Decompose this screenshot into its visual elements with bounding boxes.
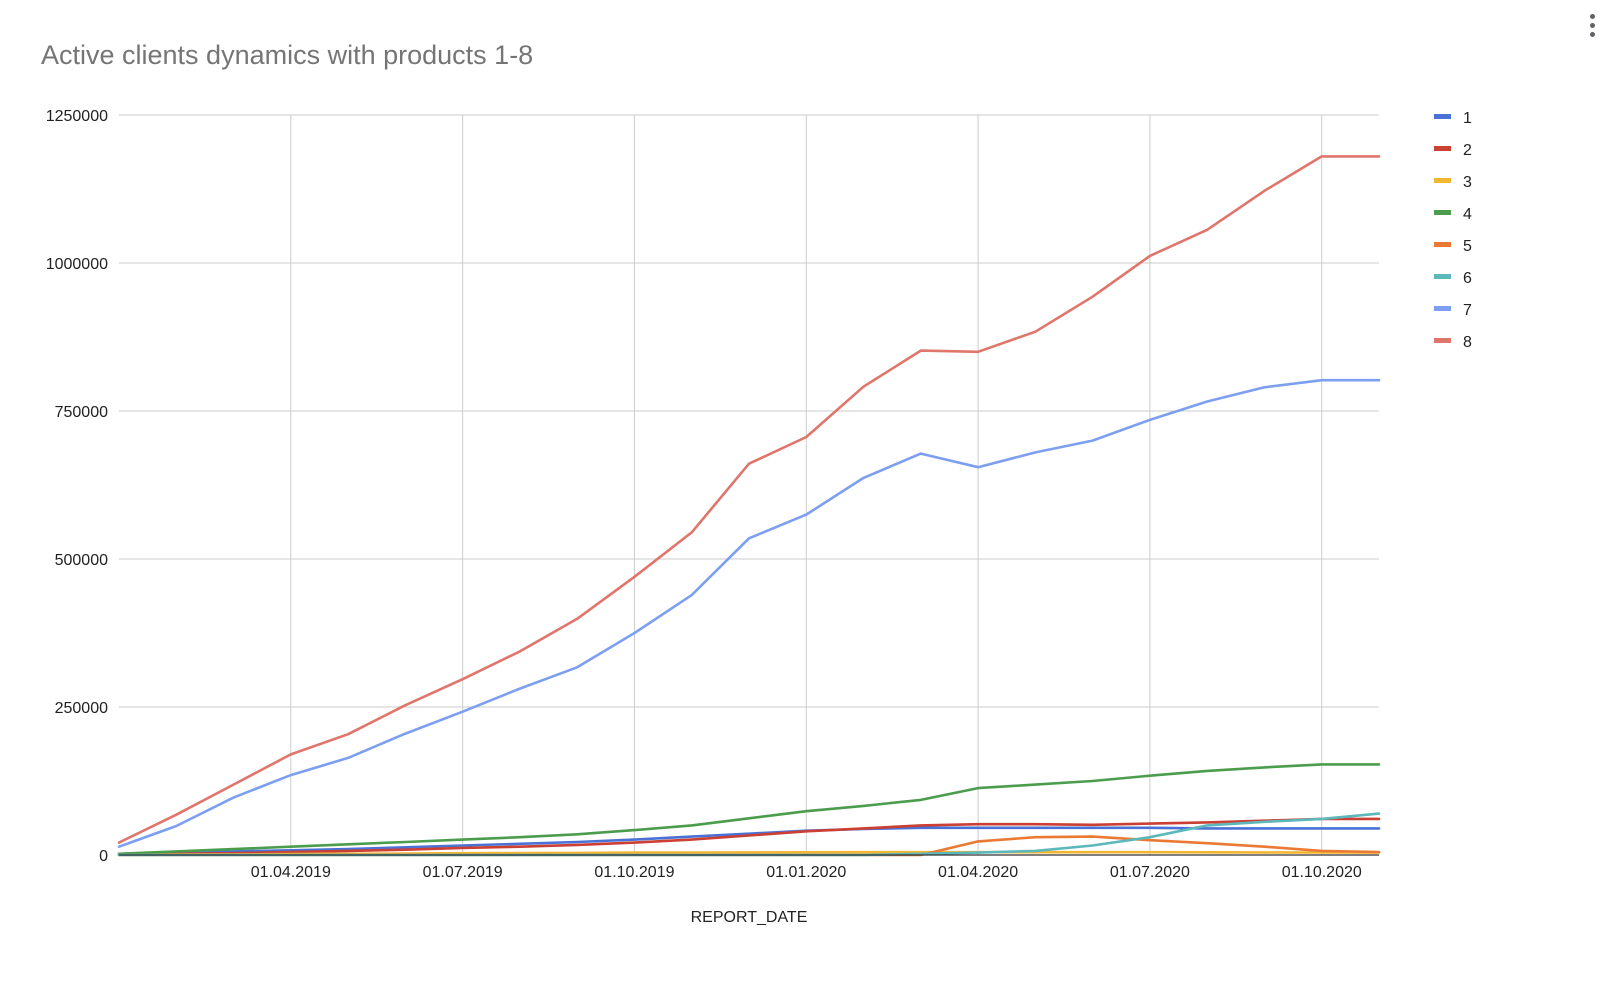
legend-swatch: [1434, 178, 1451, 183]
menu-dot: [1590, 14, 1595, 19]
legend-label: 8: [1463, 334, 1472, 351]
legend-item: 2: [1434, 142, 1472, 159]
legend-swatch: [1434, 338, 1451, 343]
legend-swatch: [1434, 242, 1451, 247]
legend: 1 2 3 4 5 6 7 8: [1434, 110, 1472, 351]
x-tick-label: 01.04.2019: [251, 864, 331, 881]
x-tick-label: 01.04.2020: [938, 864, 1018, 881]
legend-item: 4: [1434, 206, 1472, 223]
y-tick-label: 0: [99, 848, 108, 865]
x-tick-label: 01.07.2019: [423, 864, 503, 881]
y-tick-label: 1000000: [46, 256, 108, 273]
legend-label: 4: [1463, 206, 1472, 223]
legend-label: 3: [1463, 174, 1472, 191]
chart-title: Active clients dynamics with products 1-…: [41, 40, 534, 70]
legend-label: 1: [1463, 110, 1472, 127]
legend-label: 7: [1463, 302, 1472, 319]
y-tick-label: 750000: [55, 404, 108, 421]
legend-label: 5: [1463, 238, 1472, 255]
legend-swatch: [1434, 306, 1451, 311]
legend-label: 2: [1463, 142, 1472, 159]
series-lines: [117, 155, 1381, 857]
y-tick-label: 500000: [55, 552, 108, 569]
legend-item: 1: [1434, 110, 1472, 127]
legend-swatch: [1434, 146, 1451, 151]
series-line-1: [117, 826, 1381, 856]
x-tick-label: 01.10.2019: [594, 864, 674, 881]
series-line-2: [117, 817, 1381, 856]
legend-label: 6: [1463, 270, 1472, 287]
series-line-7: [117, 378, 1381, 849]
x-tick-label: 01.10.2020: [1282, 864, 1362, 881]
more-vert-icon[interactable]: [1583, 8, 1603, 42]
menu-dot: [1590, 32, 1595, 37]
y-tick-label: 1250000: [46, 108, 108, 125]
gridlines: [119, 114, 1379, 855]
legend-swatch: [1434, 114, 1451, 119]
x-tick-label: 01.01.2020: [766, 864, 846, 881]
legend-item: 7: [1434, 302, 1472, 319]
series-line-8: [117, 155, 1381, 844]
legend-item: 8: [1434, 334, 1472, 351]
legend-item: 3: [1434, 174, 1472, 191]
x-axis-title: REPORT_DATE: [691, 909, 808, 926]
x-tick-label: 01.07.2020: [1110, 864, 1190, 881]
series-line-4: [117, 763, 1381, 856]
legend-item: 6: [1434, 270, 1472, 287]
menu-dot: [1590, 23, 1595, 28]
legend-swatch: [1434, 210, 1451, 215]
y-tick-label: 250000: [55, 700, 108, 717]
legend-item: 5: [1434, 238, 1472, 255]
legend-swatch: [1434, 274, 1451, 279]
